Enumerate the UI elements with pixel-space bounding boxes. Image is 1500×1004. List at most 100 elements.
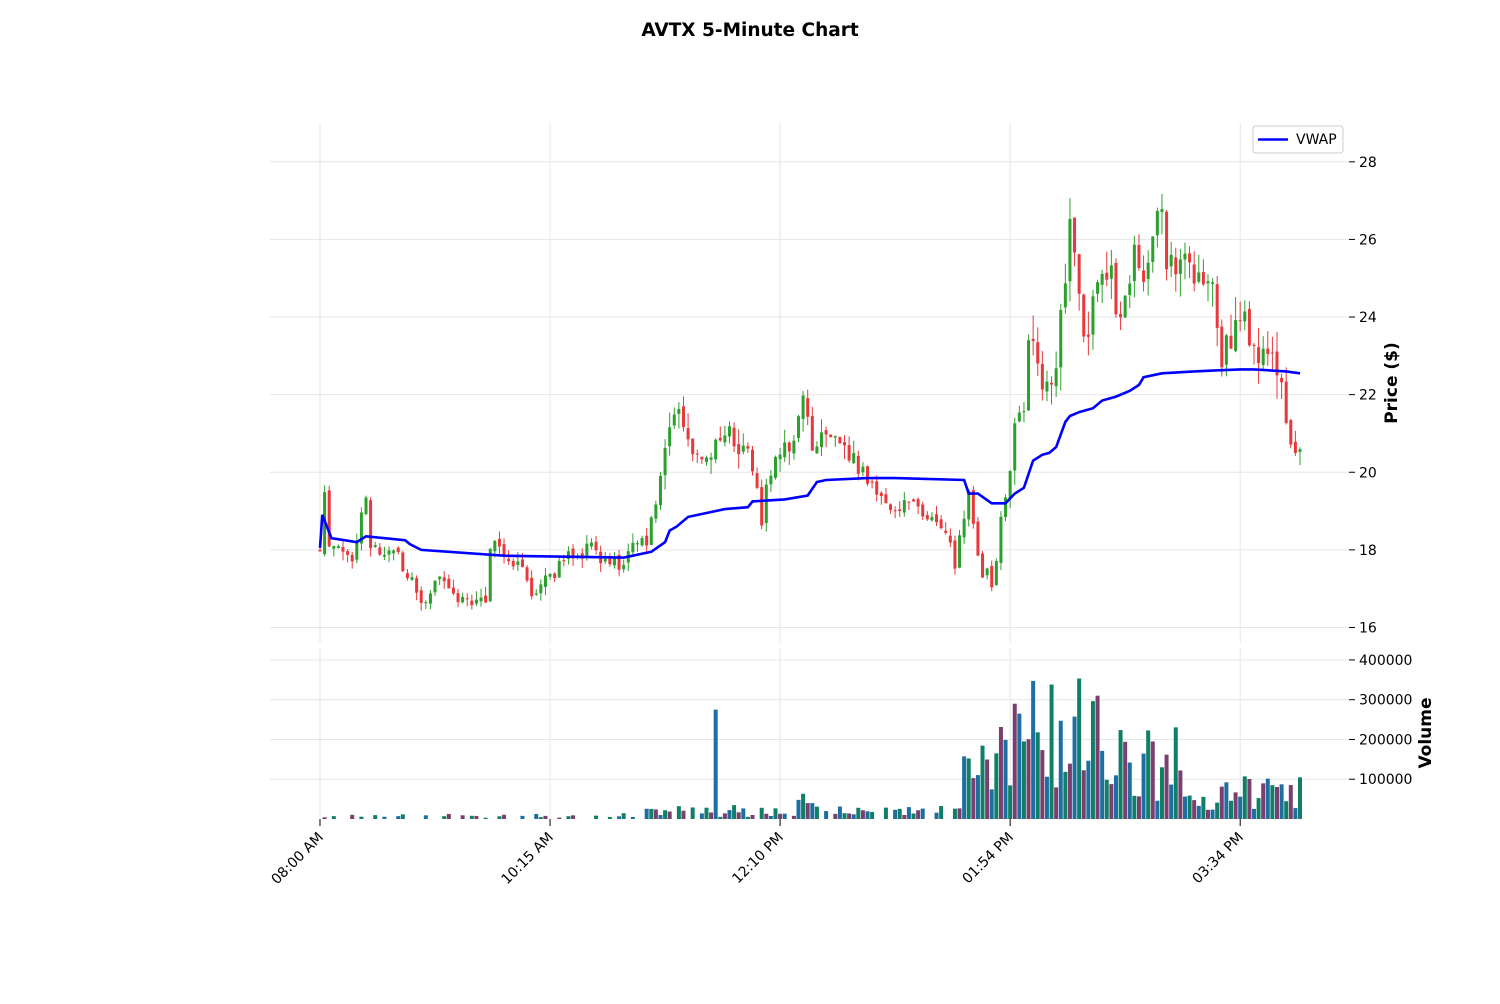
volume-bar	[359, 816, 364, 819]
vwap-line	[318, 368, 1301, 559]
candle-body	[359, 512, 363, 544]
candle-body	[1013, 423, 1017, 471]
volume-bar	[1077, 678, 1082, 819]
candle-body	[1201, 271, 1205, 285]
candle-body	[1045, 381, 1049, 392]
price-grid	[270, 123, 1349, 643]
candle-body	[1100, 273, 1104, 285]
candle-body	[1142, 270, 1146, 282]
candle-body	[447, 578, 451, 589]
volume-bar	[534, 813, 539, 819]
candle-body	[1096, 282, 1100, 294]
candle-body	[318, 549, 322, 552]
volume-bar	[952, 808, 957, 819]
candle-body	[1252, 344, 1256, 346]
candle-body	[474, 599, 478, 604]
candle-body	[801, 395, 805, 419]
volume-bar	[1008, 785, 1013, 819]
volume-tick-label: 400000	[1359, 653, 1412, 669]
volume-bar	[847, 813, 852, 819]
candle-body	[1289, 420, 1293, 445]
volume-bar	[1210, 809, 1215, 819]
volume-bar	[1284, 801, 1289, 819]
candle-body	[1027, 340, 1031, 411]
volume-bar	[1242, 776, 1247, 819]
candle-body	[1137, 244, 1141, 269]
candle-body	[1238, 320, 1242, 322]
volume-bar	[1256, 798, 1261, 819]
candle-body	[990, 565, 994, 588]
candle-body	[1266, 348, 1270, 355]
candle-body	[336, 546, 340, 549]
volume-bar	[1293, 808, 1298, 819]
candle-body	[534, 593, 538, 595]
volume-bar	[1118, 730, 1123, 819]
candle-body	[833, 436, 837, 438]
candle-body	[829, 434, 833, 438]
volume-bar	[709, 812, 714, 819]
candle-body	[451, 587, 455, 594]
candle-body	[557, 560, 561, 578]
candle-body	[346, 551, 350, 555]
volume-bar	[1136, 796, 1141, 819]
volume-bar	[469, 815, 474, 819]
candle-body	[1040, 363, 1044, 390]
candle-body	[364, 497, 368, 515]
candle-body	[843, 442, 847, 446]
volume-bar	[736, 812, 741, 819]
volume-bar	[322, 817, 327, 819]
candle-body	[1247, 308, 1251, 346]
candle-body	[456, 593, 460, 603]
volume-bar	[1164, 754, 1169, 819]
volume-bar	[985, 759, 990, 819]
volume-bar	[446, 813, 451, 819]
volume-axis-label: Volume	[1416, 697, 1436, 768]
candle-body	[424, 602, 428, 604]
candle-body	[1146, 262, 1150, 279]
candle-body	[553, 573, 557, 579]
volume-bar	[497, 816, 502, 819]
candle-body	[327, 490, 331, 547]
candle-body	[898, 509, 902, 511]
candle-body	[1211, 282, 1215, 284]
candle-body	[815, 446, 819, 454]
candle-body	[847, 445, 851, 461]
candle-body	[511, 560, 515, 567]
volume-bar	[778, 813, 783, 819]
candle-body	[773, 456, 777, 478]
candle-body	[1155, 210, 1159, 236]
volume-bar	[791, 815, 796, 819]
candle-body	[672, 414, 676, 426]
volume-bar	[1228, 800, 1233, 819]
volume-bar	[759, 807, 764, 819]
price-tick-label: 20	[1359, 465, 1377, 481]
candle-body	[755, 473, 759, 488]
volume-bar	[989, 789, 994, 819]
volume-bar	[699, 813, 704, 819]
volume-bar	[1224, 782, 1229, 819]
candle-body	[1298, 449, 1302, 452]
volume-bar	[722, 813, 727, 819]
candle-body	[622, 565, 626, 570]
volume-bar	[782, 813, 787, 819]
volume-tick-label: 100000	[1359, 772, 1412, 788]
volume-bar	[727, 810, 732, 819]
volume-bar	[663, 810, 668, 819]
volume-bar	[460, 815, 465, 819]
candle-body	[1086, 334, 1090, 337]
volume-bar	[1288, 785, 1293, 819]
candle-body	[355, 540, 359, 560]
volume-bar	[1109, 784, 1114, 819]
candle-body	[543, 575, 547, 587]
volume-bar	[975, 775, 980, 819]
candle-body	[796, 416, 800, 438]
candle-body	[1091, 296, 1095, 335]
volume-bar	[382, 816, 387, 819]
price-tick-label: 16	[1359, 620, 1377, 636]
volume-bar	[1021, 741, 1026, 819]
x-tick-label: 10:15 AM	[499, 830, 557, 888]
volume-bar	[1044, 776, 1049, 819]
candle-body	[746, 446, 750, 449]
candle-body	[1132, 244, 1136, 282]
